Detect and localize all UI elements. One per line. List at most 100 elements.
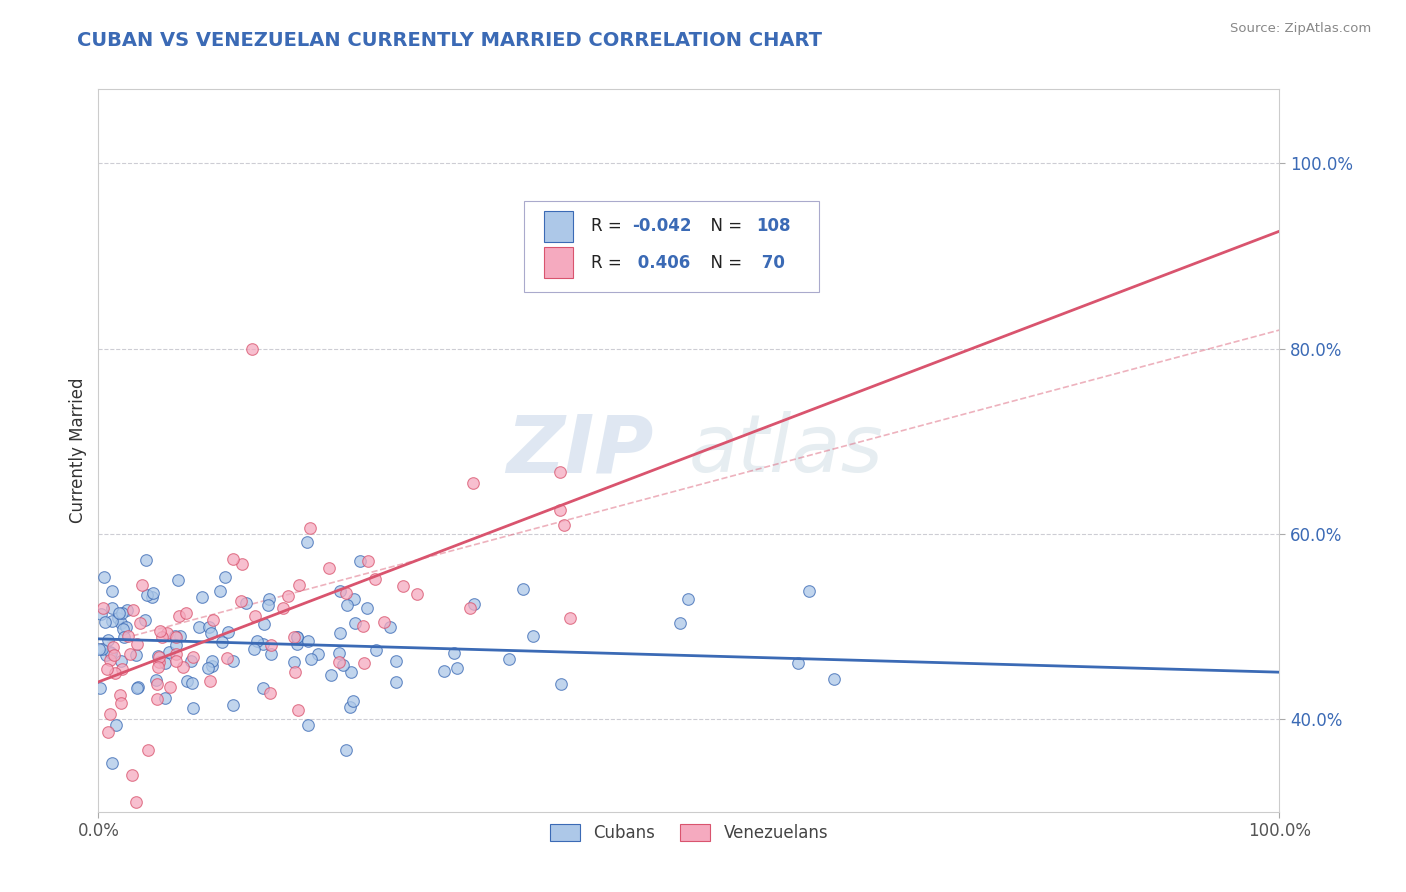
Point	[141, 591, 163, 605]
Point	[131, 578, 153, 592]
Point	[240, 342, 263, 356]
Point	[558, 611, 581, 625]
Point	[246, 633, 269, 648]
Point	[181, 701, 204, 715]
Point	[463, 597, 485, 611]
Point	[198, 620, 221, 634]
Point	[125, 796, 148, 810]
Point	[405, 587, 427, 601]
Point	[91, 601, 114, 615]
Point	[797, 583, 820, 598]
Point	[257, 592, 280, 607]
Point	[87, 642, 110, 657]
Point	[283, 655, 305, 669]
Point	[110, 688, 132, 702]
Point	[357, 554, 380, 568]
FancyBboxPatch shape	[544, 247, 574, 277]
Point	[107, 606, 129, 620]
Point	[335, 586, 357, 600]
Point	[94, 648, 117, 662]
Point	[259, 685, 281, 699]
Point	[94, 615, 117, 629]
Point	[111, 606, 134, 620]
Point	[100, 584, 122, 599]
Point	[329, 583, 352, 598]
Point	[201, 658, 224, 673]
Point	[433, 664, 456, 678]
Point	[214, 570, 236, 584]
Point	[217, 651, 239, 665]
Point	[104, 718, 127, 732]
Point	[112, 630, 135, 644]
Point	[221, 551, 243, 566]
Point	[259, 647, 281, 661]
Point	[550, 677, 572, 691]
Point	[146, 677, 169, 691]
Point	[208, 583, 231, 598]
Point	[252, 617, 274, 632]
Point	[180, 676, 202, 690]
Text: atlas: atlas	[689, 411, 884, 490]
Point	[332, 658, 354, 673]
Legend: Cubans, Venezuelans: Cubans, Venezuelans	[541, 815, 837, 850]
Point	[97, 632, 120, 647]
Point	[340, 665, 363, 679]
Point	[349, 553, 371, 567]
Point	[339, 699, 361, 714]
Point	[174, 607, 197, 621]
Point	[373, 615, 395, 629]
Point	[107, 610, 129, 624]
Text: 108: 108	[756, 218, 790, 235]
Point	[191, 591, 214, 605]
Text: N =: N =	[700, 253, 747, 271]
Point	[522, 629, 544, 643]
Point	[385, 654, 408, 668]
Point	[446, 660, 468, 674]
Point	[211, 635, 233, 649]
Point	[100, 756, 122, 771]
Point	[104, 665, 127, 680]
Point	[135, 553, 157, 567]
Point	[120, 647, 142, 661]
Point	[285, 630, 308, 644]
Point	[159, 680, 181, 694]
Text: 0.406: 0.406	[633, 253, 690, 271]
Point	[121, 767, 143, 781]
Point	[336, 598, 359, 612]
Point	[166, 573, 188, 587]
Point	[169, 629, 191, 643]
Point	[200, 626, 222, 640]
Point	[343, 591, 366, 606]
Point	[384, 675, 406, 690]
Point	[787, 657, 810, 671]
Point	[91, 642, 114, 657]
Point	[127, 637, 149, 651]
Point	[172, 660, 194, 674]
Point	[110, 654, 132, 668]
Point	[512, 582, 534, 596]
Point	[318, 561, 340, 575]
Point	[181, 649, 204, 664]
Point	[366, 643, 388, 657]
Point	[460, 601, 482, 615]
Point	[110, 697, 132, 711]
FancyBboxPatch shape	[544, 211, 574, 242]
Point	[321, 667, 343, 681]
Point	[96, 662, 118, 676]
Point	[157, 645, 180, 659]
Point	[231, 594, 253, 608]
Point	[222, 698, 245, 713]
Point	[536, 268, 558, 282]
Point	[165, 639, 187, 653]
Point	[122, 603, 145, 617]
Point	[252, 681, 274, 695]
Text: -0.042: -0.042	[633, 218, 692, 235]
Point	[98, 653, 121, 667]
Point	[148, 648, 170, 663]
Point	[550, 503, 572, 517]
Point	[243, 642, 266, 657]
Point	[101, 615, 124, 629]
Point	[217, 625, 239, 640]
Point	[245, 609, 267, 624]
Point	[153, 690, 176, 705]
